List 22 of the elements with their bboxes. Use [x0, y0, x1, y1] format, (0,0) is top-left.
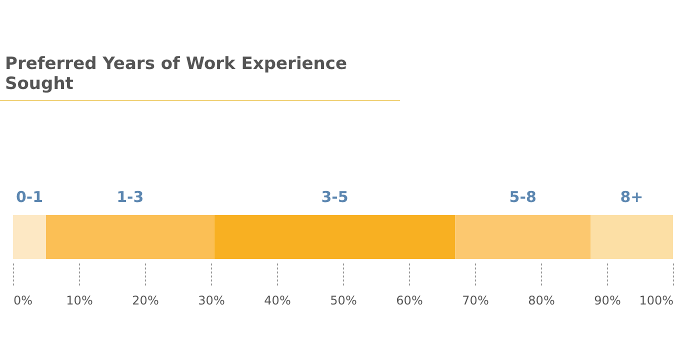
x-tick-label: 50%	[330, 294, 357, 308]
x-tick-label: 60%	[396, 294, 423, 308]
x-tick-label: 0%	[14, 294, 33, 308]
x-tick-label: 70%	[462, 294, 489, 308]
series-label: 5-8	[509, 188, 536, 206]
bar	[13, 215, 46, 259]
x-tick-label: 100%	[639, 294, 674, 308]
chart-title: Preferred Years of Work Experience Sought	[0, 54, 400, 101]
bar	[214, 215, 456, 259]
x-tick-label: 90%	[594, 294, 621, 308]
series-label: 8+	[620, 188, 644, 206]
bar	[455, 215, 590, 259]
series-label: 0-1	[16, 188, 44, 206]
bar	[590, 215, 673, 259]
x-tick-label: 20%	[132, 294, 159, 308]
bar	[46, 215, 214, 259]
x-tick-label: 30%	[198, 294, 225, 308]
series-label: 3-5	[321, 188, 348, 206]
series-label: 1-3	[116, 188, 144, 206]
x-tick-label: 40%	[264, 294, 291, 308]
x-tick-label: 10%	[66, 294, 93, 308]
x-tick-label: 80%	[528, 294, 555, 308]
